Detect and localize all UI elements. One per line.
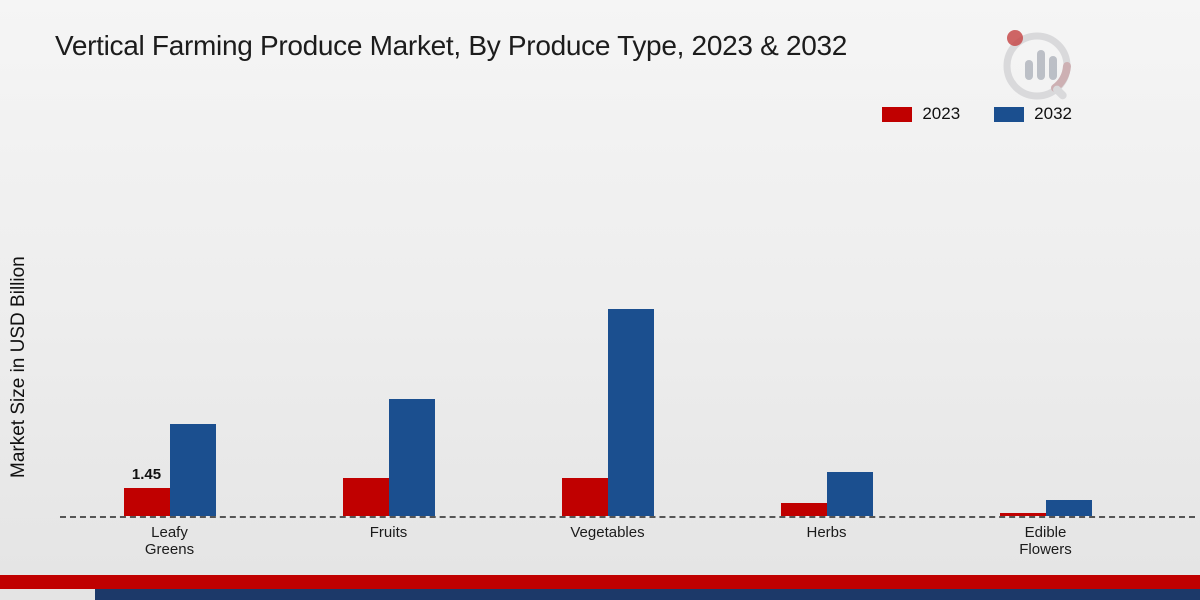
y-axis-label: Market Size in USD Billion [8,256,29,478]
x-label-fruits: Fruits [369,524,408,541]
legend-swatch-2032 [994,106,1025,122]
bar-group-herbs [717,130,936,516]
bar-group-fruits [279,130,498,516]
bar-2032-leafy-greens [169,424,216,516]
x-axis-baseline [60,516,1195,518]
bar-2032-vegetables [607,309,654,516]
x-label-herbs: Herbs [806,524,847,541]
x-label-leafy-greens: Leafy Greens [144,524,195,559]
legend: 2023 2032 [882,104,1072,124]
bar-value-label-leafy-greens: 1.45 [131,466,162,483]
footer-stripe-red [0,575,1200,589]
bar-2032-herbs [826,472,873,516]
brand-logo-icon [1003,30,1071,100]
legend-label-2023: 2023 [922,104,961,123]
chart-title: Vertical Farming Produce Market, By Prod… [55,30,848,61]
x-axis-category-labels: Leafy Greens Fruits Vegetables Herbs Edible Fl… [60,524,1155,559]
legend-item-2032: 2032 [994,104,1072,124]
bar-2023-vegetables [561,478,608,516]
bar-group-edible-flowers [936,130,1155,516]
bar-2023-fruits [342,478,389,516]
x-label-edible-flowers: Edible Flowers [1019,524,1072,559]
bar-group-vegetables [498,130,717,516]
bar-2023-edible-flowers [999,513,1046,516]
legend-item-2023: 2023 [882,104,960,124]
legend-swatch-2023 [882,106,913,122]
bar-2023-herbs [780,503,827,516]
bar-2032-fruits [388,399,435,516]
bar-2023-leafy-greens: 1.45 [123,466,170,516]
bar-group-leafy-greens: 1.45 [60,130,279,516]
bar-2032-edible-flowers [1045,500,1092,516]
plot-area: 1.45 [60,130,1155,516]
legend-label-2032: 2032 [1034,104,1072,123]
footer-stripe-navy [95,589,1200,600]
x-label-vegetables: Vegetables [570,524,645,541]
